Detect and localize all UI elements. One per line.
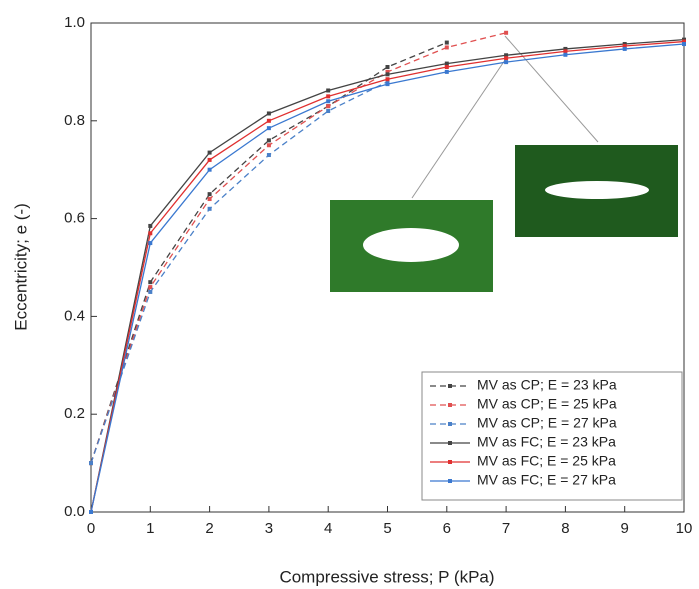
legend-label: MV as CP; E = 23 kPa xyxy=(477,377,617,393)
marker xyxy=(266,118,271,123)
x-tick-label: 7 xyxy=(502,520,510,537)
y-tick-label: 1.0 xyxy=(64,14,85,31)
marker xyxy=(148,285,153,290)
y-tick-label: 0.6 xyxy=(64,210,85,227)
marker xyxy=(207,197,212,202)
marker xyxy=(148,231,153,236)
arrow xyxy=(504,35,599,143)
legend-marker xyxy=(448,441,452,445)
marker xyxy=(266,126,271,131)
marker xyxy=(622,43,627,48)
marker xyxy=(326,94,331,99)
x-tick-label: 3 xyxy=(265,520,273,537)
series-line xyxy=(90,32,507,464)
y-tick-label: 0.4 xyxy=(64,307,85,324)
marker xyxy=(563,52,568,57)
marker xyxy=(148,289,153,294)
marker xyxy=(385,82,390,87)
marker xyxy=(326,109,331,114)
marker xyxy=(563,49,568,54)
marker xyxy=(148,241,153,246)
marker xyxy=(504,53,509,58)
x-tick-label: 8 xyxy=(561,520,569,537)
marker xyxy=(444,45,449,50)
marker xyxy=(682,39,686,44)
marker xyxy=(504,30,509,35)
marker xyxy=(266,153,271,158)
marker xyxy=(326,104,331,109)
legend-label: MV as FC; E = 25 kPa xyxy=(477,453,616,469)
series-line xyxy=(90,81,388,464)
y-tick-label: 0.2 xyxy=(64,405,85,422)
legend-label: MV as CP; E = 25 kPa xyxy=(477,396,617,412)
legend-marker xyxy=(448,422,452,426)
marker xyxy=(266,111,271,116)
x-tick-label: 4 xyxy=(324,520,332,537)
legend-box xyxy=(421,371,683,501)
marker xyxy=(207,167,212,172)
marker xyxy=(444,40,449,45)
legend-marker xyxy=(448,460,452,464)
marker xyxy=(266,143,271,148)
marker xyxy=(563,46,568,51)
marker xyxy=(148,223,153,228)
x-tick-label: 0 xyxy=(87,520,95,537)
marker xyxy=(89,510,93,514)
marker xyxy=(207,206,212,211)
legend-marker xyxy=(448,479,452,483)
marker xyxy=(622,46,627,51)
x-axis-title: Compressive stress; P (kPa) xyxy=(279,567,494,586)
legend-label: MV as FC; E = 27 kPa xyxy=(477,472,616,488)
marker xyxy=(444,65,449,70)
marker xyxy=(385,69,390,74)
marker xyxy=(444,69,449,74)
marker xyxy=(385,72,390,77)
arrow xyxy=(411,59,506,199)
marker xyxy=(207,157,212,162)
marker xyxy=(207,150,212,155)
marker xyxy=(385,77,390,82)
marker xyxy=(326,88,331,93)
marker xyxy=(148,280,153,285)
x-tick-label: 6 xyxy=(443,520,451,537)
y-tick-label: 0.8 xyxy=(64,112,85,129)
marker xyxy=(385,79,390,84)
marker xyxy=(385,65,390,70)
legend-label: MV as FC; E = 23 kPa xyxy=(477,434,616,450)
marker xyxy=(89,461,93,466)
marker xyxy=(504,60,509,65)
inset-images xyxy=(330,35,678,292)
x-tick-label: 1 xyxy=(146,520,154,537)
marker xyxy=(682,42,686,47)
y-axis-title: Eccentricity; e (-) xyxy=(11,203,30,331)
legend-marker xyxy=(448,384,452,388)
x-tick-label: 10 xyxy=(676,520,693,537)
marker xyxy=(326,99,331,104)
inset-ellipse xyxy=(363,228,459,262)
marker xyxy=(207,192,212,197)
marker xyxy=(504,56,509,61)
x-tick-label: 2 xyxy=(205,520,213,537)
y-tick-label: 0.0 xyxy=(64,503,85,520)
legend-marker xyxy=(448,403,452,407)
x-tick-label: 5 xyxy=(383,520,391,537)
x-tick-label: 9 xyxy=(621,520,629,537)
marker xyxy=(266,138,271,143)
legend-label: MV as CP; E = 27 kPa xyxy=(477,415,617,431)
inset-ellipse xyxy=(545,181,649,199)
marker xyxy=(444,61,449,66)
